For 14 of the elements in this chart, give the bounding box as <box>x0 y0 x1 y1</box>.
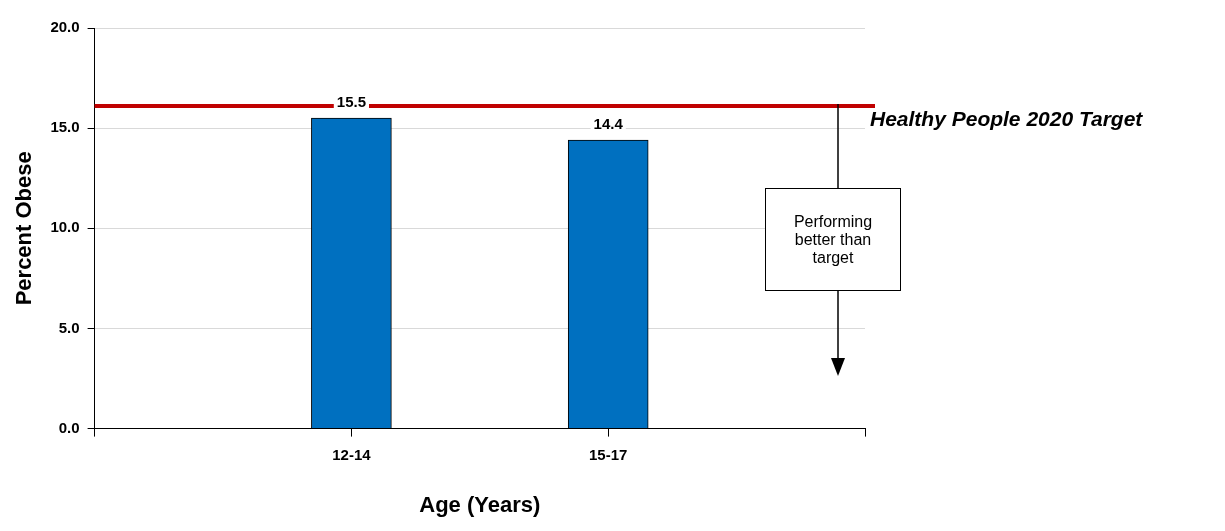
ref-line-label: Healthy People 2020 Target <box>870 107 1144 131</box>
y-tick-label: 0.0 <box>58 418 80 436</box>
note-box: Performing better than target <box>765 188 901 291</box>
x-tick-label: 12-14 <box>332 445 372 463</box>
x-tick-label: 15-17 <box>589 445 628 463</box>
data-label: 15.5 <box>336 92 366 110</box>
y-tick-label: 10.0 <box>50 218 80 236</box>
y-axis-title: Percent Obese <box>11 151 37 306</box>
y-tick-label: 15.0 <box>50 118 80 136</box>
x-axis-title: Age (Years) <box>419 491 541 517</box>
y-tick-label: 20.0 <box>50 18 80 36</box>
y-tick-label: 5.0 <box>58 318 80 336</box>
data-label: 14.4 <box>593 114 624 132</box>
annotation: Performing better than target <box>792 212 874 267</box>
